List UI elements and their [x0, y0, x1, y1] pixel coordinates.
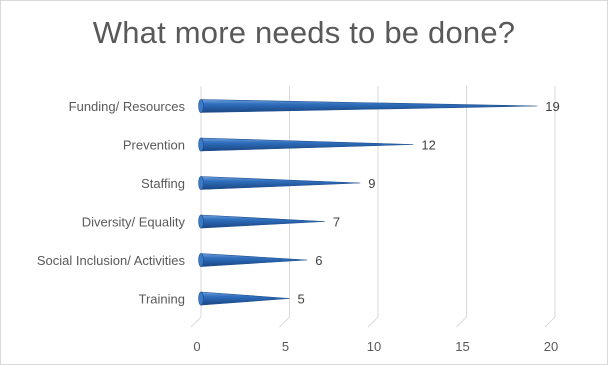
data-label: 12: [421, 138, 435, 153]
bar-base: [198, 176, 204, 190]
gridline-floor: [367, 316, 379, 328]
chart-title: What more needs to be done?: [92, 15, 516, 50]
bar: [200, 137, 414, 152]
gridlines: [190, 86, 556, 328]
x-tick-label: 10: [367, 339, 381, 354]
x-tick-label: 0: [193, 339, 200, 354]
bar-base: [198, 214, 204, 229]
data-label: 5: [298, 292, 305, 307]
bar: [200, 214, 325, 229]
gridline-floor: [279, 316, 290, 328]
bar: [200, 99, 538, 113]
category-label: Prevention: [123, 138, 185, 153]
data-label: 6: [315, 253, 322, 268]
labels: 0 5 10 15 20 Funding/ Resources 19 Prevention 12…: [37, 99, 560, 354]
gridline-floor: [456, 316, 467, 328]
category-label: Social Inclusion/ Activities: [37, 253, 186, 268]
gridline-floor: [544, 316, 556, 328]
category-label: Training: [139, 292, 185, 307]
x-tick-label: 15: [455, 339, 469, 354]
bar: [200, 291, 290, 306]
x-tick-label: 5: [282, 339, 289, 354]
data-label: 7: [333, 215, 340, 230]
bar-base: [198, 291, 204, 306]
bar-base: [198, 137, 204, 152]
gridline-floor: [190, 316, 202, 328]
bar-base: [198, 253, 204, 267]
category-label: Diversity/ Equality: [82, 215, 186, 230]
bars: [198, 99, 538, 306]
bar: [200, 176, 361, 190]
data-label: 19: [545, 99, 559, 114]
category-label: Staffing: [141, 176, 185, 191]
bar: [200, 253, 308, 267]
category-label: Funding/ Resources: [69, 99, 186, 114]
bar-base: [198, 99, 204, 113]
data-label: 9: [368, 176, 375, 191]
x-tick-label: 20: [544, 339, 558, 354]
